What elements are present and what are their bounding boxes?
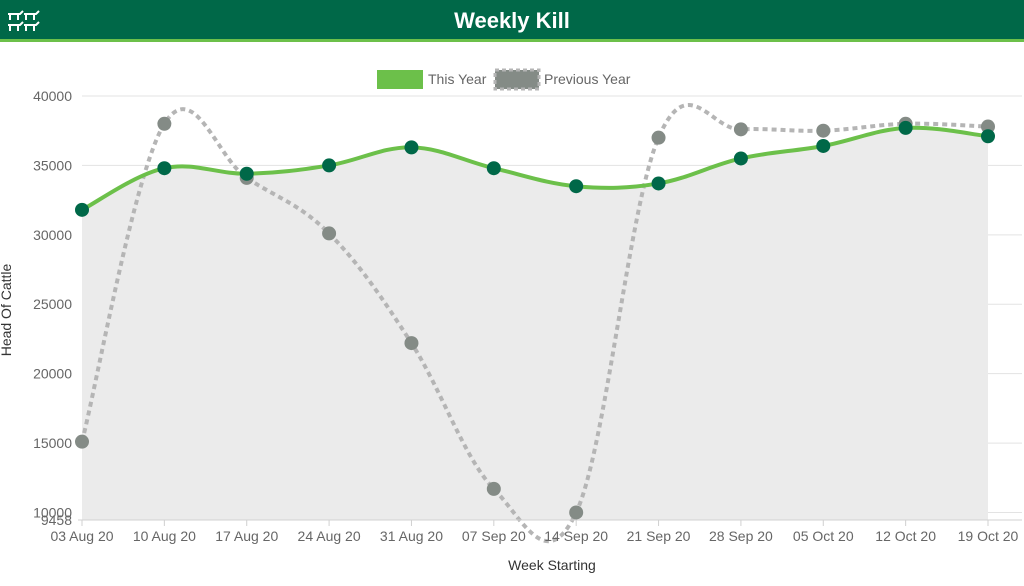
x-tick-label: 19 Oct 20 (958, 528, 1019, 544)
this-year-point (322, 158, 337, 173)
legend-swatch-this-year (377, 70, 423, 89)
x-tick-label: 03 Aug 20 (50, 528, 113, 544)
x-tick-label: 14 Sep 20 (544, 528, 608, 544)
this-year-point (898, 120, 913, 135)
y-tick-label: 10000 (33, 504, 72, 520)
y-tick-label: 25000 (33, 296, 72, 312)
y-tick-label: 9458 (41, 512, 72, 528)
cattle-icon (8, 10, 40, 31)
y-axis-label: Head Of Cattle (0, 263, 14, 356)
x-axis: 03 Aug 20 10 Aug 20 17 Aug 20 24 Aug 20 31 A… (50, 519, 1022, 544)
x-tick-label: 17 Aug 20 (215, 528, 278, 544)
legend-label-this-year: This Year (428, 71, 487, 87)
y-tick-label: 40000 (33, 88, 72, 104)
previous-year-point (404, 336, 419, 351)
previous-year-point (981, 119, 995, 134)
x-tick-label: 12 Oct 20 (875, 528, 936, 544)
this-year-point (981, 129, 995, 144)
previous-year-point (569, 505, 584, 520)
x-tick-label: 28 Sep 20 (709, 528, 773, 544)
chart-container: 40000 35000 30000 25000 20000 15000 10000 9458 … (0, 45, 1024, 581)
this-year-point (75, 202, 89, 217)
y-tick-label: 20000 (33, 366, 72, 382)
this-year-line (81, 125, 989, 212)
page-title: Weekly Kill (454, 8, 570, 33)
previous-year-point (651, 130, 666, 145)
previous-year-point (157, 116, 172, 131)
area-fill (82, 127, 988, 520)
previous-year-point (733, 122, 748, 137)
x-tick-label: 24 Aug 20 (298, 528, 361, 544)
y-tick-label: 30000 (33, 227, 72, 243)
x-tick-label: 05 Oct 20 (793, 528, 854, 544)
this-year-point (651, 176, 666, 191)
this-year-point (404, 140, 419, 155)
x-tick-label: 10 Aug 20 (133, 528, 196, 544)
previous-year-point (486, 481, 501, 496)
previous-year-point (816, 123, 831, 138)
previous-year-line (80, 103, 989, 544)
legend: This Year Previous Year (377, 68, 631, 91)
this-year-area (82, 127, 988, 520)
x-tick-label: 21 Sep 20 (627, 528, 691, 544)
legend-label-previous-year: Previous Year (544, 71, 631, 87)
y-tick-label: 15000 (33, 435, 72, 451)
previous-year-point (322, 226, 337, 241)
previous-year-point (75, 434, 89, 449)
this-year-point (733, 151, 748, 166)
series-points (75, 116, 995, 520)
weekly-kill-chart: 400003500030000250002000015000100009458 … (0, 68, 1022, 573)
this-year-point (486, 161, 501, 176)
x-tick-label: 31 Aug 20 (380, 528, 443, 544)
x-axis-label: Week Starting (508, 557, 596, 573)
this-year-point (239, 166, 254, 181)
y-tick-label: 35000 (33, 157, 72, 173)
this-year-point (816, 138, 831, 153)
page-header: Weekly Kill (0, 0, 1024, 42)
legend-swatch-previous-year (493, 68, 541, 91)
this-year-point (157, 161, 172, 176)
series-lines (80, 103, 989, 544)
this-year-point (569, 179, 584, 194)
x-tick-label: 07 Sep 20 (462, 528, 526, 544)
